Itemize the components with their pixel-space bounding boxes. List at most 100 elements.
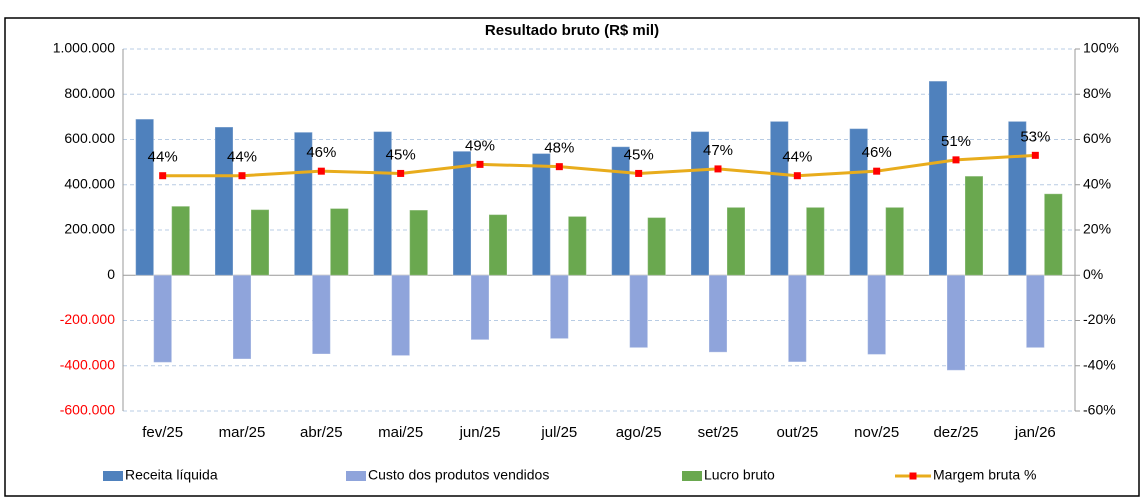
y2-tick-label: 40%	[1083, 175, 1111, 191]
data-label: 44%	[148, 149, 178, 166]
bar	[867, 274, 887, 355]
x-tick-label: dez/25	[933, 424, 978, 441]
line	[162, 153, 1036, 178]
y2-tick-label: 80%	[1083, 85, 1111, 101]
x-tick-label: jul/25	[540, 424, 577, 441]
data-label: 51%	[941, 133, 971, 150]
bar	[214, 126, 234, 276]
marker	[635, 169, 643, 177]
bar	[293, 131, 313, 276]
x-tick-label: mai/25	[378, 424, 423, 441]
marker	[238, 172, 246, 180]
bar	[805, 206, 825, 276]
data-label: 53%	[1020, 128, 1050, 145]
bar	[567, 215, 587, 276]
marker	[952, 156, 960, 164]
marker	[476, 160, 484, 168]
bar	[452, 150, 472, 276]
y2-tick-label: -60%	[1083, 402, 1116, 418]
bar	[726, 206, 746, 276]
legend-label: Margem bruta %	[933, 467, 1036, 483]
y-tick-label: 200.000	[64, 221, 115, 237]
marker	[159, 172, 167, 180]
data-label: 46%	[306, 144, 336, 161]
bar	[549, 274, 569, 340]
legend-swatch	[909, 472, 917, 480]
y-tick-label: 800.000	[64, 85, 115, 101]
bar	[964, 175, 984, 276]
x-tick-label: set/25	[698, 424, 739, 441]
y-tick-label: 600.000	[64, 130, 115, 146]
bar	[488, 214, 508, 276]
bar	[787, 274, 807, 363]
bar	[531, 153, 551, 276]
data-label: 46%	[862, 144, 892, 161]
marker	[397, 169, 405, 177]
bar	[769, 120, 789, 276]
y-tick-label: -600.000	[60, 402, 115, 418]
y2-tick-label: 60%	[1083, 130, 1111, 146]
bar	[1025, 274, 1045, 349]
bar	[153, 274, 173, 363]
bar	[135, 118, 155, 276]
y-tick-label: 0	[107, 266, 115, 282]
bar	[373, 131, 393, 276]
marker	[555, 163, 563, 171]
x-tick-label: fev/25	[142, 424, 183, 441]
bar	[409, 209, 429, 276]
marker	[873, 167, 881, 175]
data-label: 47%	[703, 142, 733, 159]
marker	[1031, 151, 1039, 159]
legend-label: Custo dos produtos vendidos	[368, 467, 549, 483]
data-label: 44%	[782, 149, 812, 166]
bar	[232, 274, 252, 360]
y2-tick-label: 100%	[1083, 40, 1119, 56]
data-label: 45%	[624, 146, 654, 163]
chart-title: Resultado bruto (R$ mil)	[485, 22, 659, 39]
data-label: 49%	[465, 137, 495, 154]
bar	[329, 208, 349, 276]
bar	[629, 274, 649, 349]
x-tick-label: nov/25	[854, 424, 899, 441]
bar	[885, 206, 905, 276]
y-tick-label: -200.000	[60, 311, 115, 327]
bar	[708, 274, 728, 353]
bar	[690, 131, 710, 276]
data-label: 48%	[544, 140, 574, 157]
y-tick-label: 1.000.000	[53, 40, 115, 56]
legend-swatch	[682, 471, 702, 481]
y2-tick-label: -20%	[1083, 311, 1116, 327]
marker	[714, 165, 722, 173]
data-label: 44%	[227, 149, 257, 166]
bar	[647, 217, 667, 276]
marker	[793, 172, 801, 180]
x-tick-label: ago/25	[616, 424, 662, 441]
bar	[1007, 120, 1027, 276]
x-tick-label: jan/26	[1014, 424, 1056, 441]
bar	[171, 205, 191, 276]
bar	[1043, 193, 1063, 276]
y-tick-label: 400.000	[64, 175, 115, 191]
bar	[928, 80, 948, 276]
legend-label: Lucro bruto	[704, 467, 775, 483]
x-tick-label: out/25	[776, 424, 818, 441]
bar	[311, 274, 331, 355]
bar	[849, 128, 869, 276]
y2-tick-label: 0%	[1083, 266, 1103, 282]
legend-swatch	[346, 471, 366, 481]
y2-tick-label: 20%	[1083, 221, 1111, 237]
bar	[250, 209, 270, 276]
bar	[470, 274, 490, 341]
x-tick-label: jun/25	[459, 424, 501, 441]
data-label: 45%	[386, 146, 416, 163]
x-tick-label: abr/25	[300, 424, 343, 441]
legend-label: Receita líquida	[125, 467, 218, 483]
y-tick-label: -400.000	[60, 356, 115, 372]
x-tick-label: mar/25	[219, 424, 266, 441]
legend-swatch	[103, 471, 123, 481]
bar	[946, 274, 966, 371]
y2-tick-label: -40%	[1083, 356, 1116, 372]
marker	[317, 167, 325, 175]
bar	[611, 146, 631, 276]
